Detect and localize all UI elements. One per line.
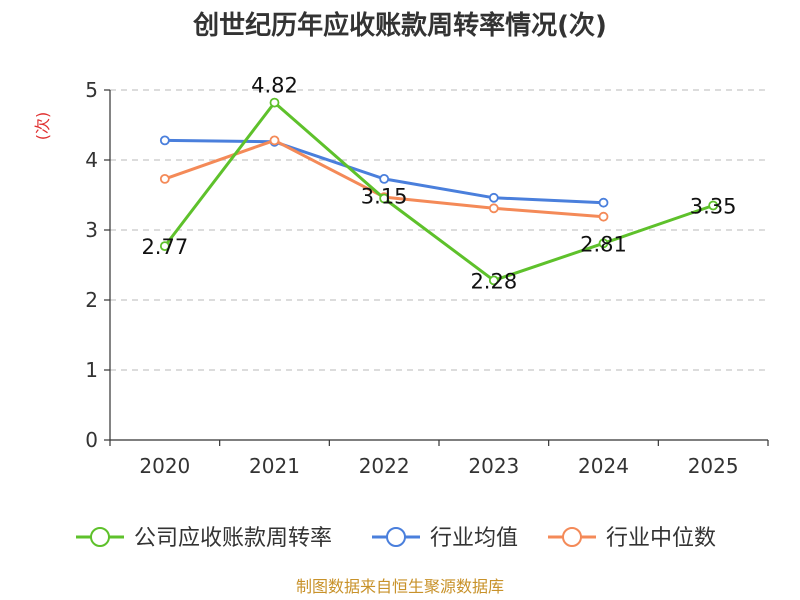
x-tick-label-2022: 2022 [359, 454, 410, 478]
y-tick-label: 5 [85, 78, 98, 102]
axes: 0 1 2 3 4 5 2020 2021 2022 2023 2024 2025 [85, 78, 769, 478]
data-point-2-2024 [598, 211, 609, 222]
x-tick-label-2020: 2020 [139, 454, 190, 478]
legend-marker-0 [90, 527, 110, 547]
data-label-2021: 4.82 [251, 74, 298, 98]
legend: 公司应收账款周转率 行业均值 行业中位数 [76, 526, 716, 551]
x-tick-label-2023: 2023 [468, 454, 519, 478]
series-line-0 [163, 101, 714, 282]
y-tick-label: 0 [85, 428, 98, 452]
data-point-0-2024 [598, 238, 609, 249]
data-point-0-2023 [488, 275, 499, 286]
data-labels: 2.77 4.82 3.15 2.28 2.81 3.35 [141, 74, 736, 294]
source-note: 制图数据来自恒生聚源数据库 [296, 577, 504, 596]
data-point-0-2022 [379, 193, 390, 204]
data-point-0-2025 [708, 200, 719, 211]
x-tick-label-2025: 2025 [688, 454, 739, 478]
data-point-2-2023 [488, 203, 499, 214]
data-point-2-2021 [269, 135, 280, 146]
data-point-1-2024 [598, 197, 609, 208]
data-point-0-2020 [159, 241, 170, 252]
data-label-2023: 2.28 [470, 269, 517, 293]
data-label-2020: 2.77 [141, 235, 188, 259]
y-tick-label: 1 [85, 358, 98, 382]
legend-marker-2 [562, 527, 582, 547]
legend-label-1: 行业均值 [430, 526, 518, 551]
y-tick-label: 3 [85, 218, 98, 242]
legend-label-2: 行业中位数 [606, 526, 716, 551]
chart-title: 创世纪历年应收账款周转率情况(次) [192, 10, 607, 41]
y-axis-label: (次) [33, 112, 52, 141]
y-tick-label: 4 [85, 148, 98, 172]
data-label-2024: 2.81 [580, 232, 627, 256]
data-point-1-2020 [159, 135, 170, 146]
y-tick-label: 2 [85, 288, 98, 312]
gridlines [110, 89, 768, 371]
series-group [159, 97, 719, 286]
data-point-0-2021 [269, 97, 280, 108]
x-tick-label-2021: 2021 [249, 454, 300, 478]
data-point-2-2020 [159, 173, 170, 184]
legend-marker-1 [386, 527, 406, 547]
legend-label-0: 公司应收账款周转率 [134, 526, 332, 551]
data-point-1-2022 [379, 173, 390, 184]
data-point-1-2023 [488, 192, 499, 203]
data-label-2022: 3.15 [361, 185, 408, 209]
x-tick-label-2024: 2024 [578, 454, 629, 478]
data-label-2025: 3.35 [690, 195, 737, 219]
